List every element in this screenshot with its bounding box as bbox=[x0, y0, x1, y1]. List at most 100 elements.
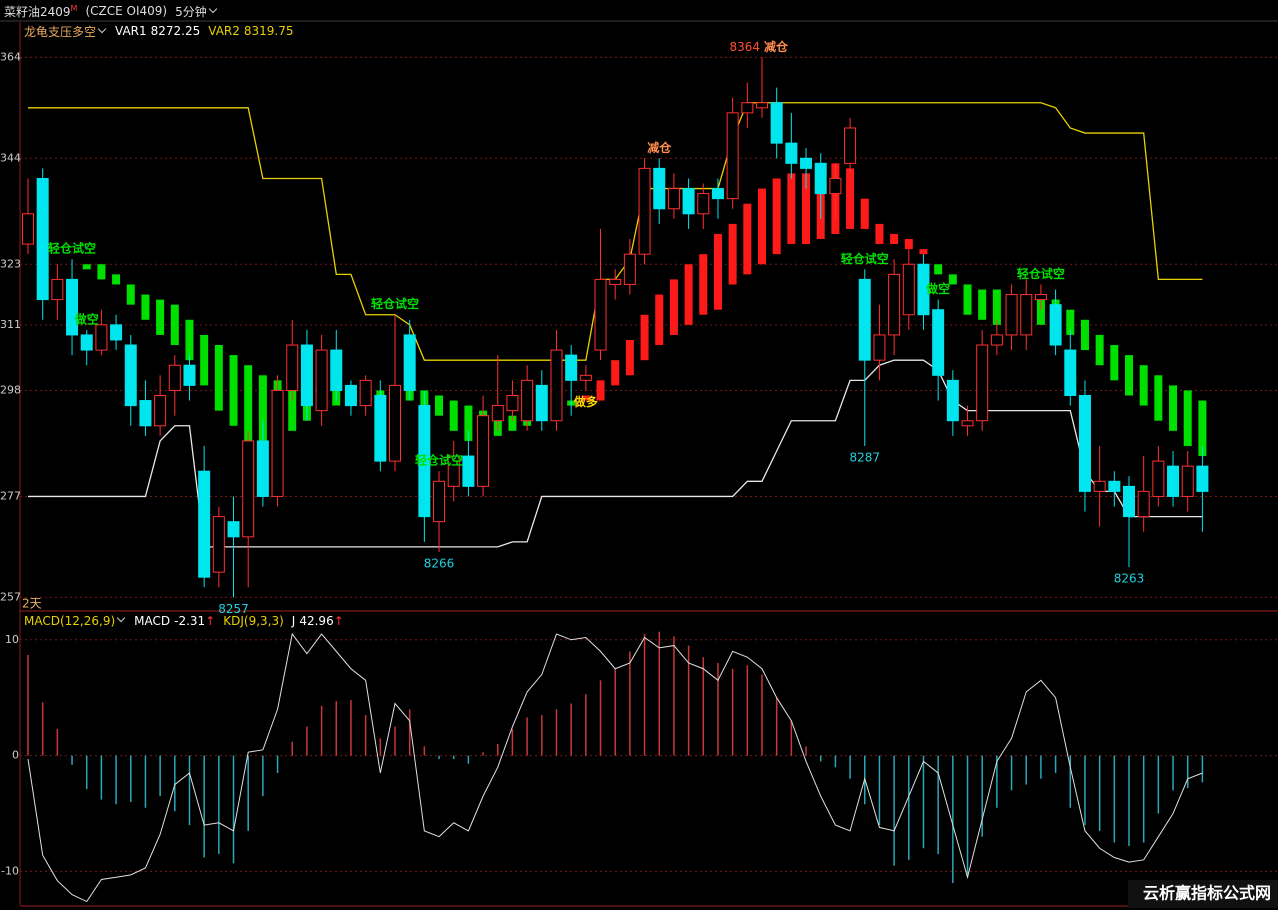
signal-bar bbox=[435, 395, 444, 416]
candle-body bbox=[1064, 349, 1077, 396]
symbol-name: 菜籽油2409 bbox=[4, 4, 71, 19]
candle-body bbox=[51, 278, 64, 301]
chevron[interactable] bbox=[116, 613, 126, 623]
signal-bar bbox=[787, 173, 796, 245]
macd-bar bbox=[702, 657, 705, 756]
signal-bar bbox=[846, 168, 855, 229]
macd-bar bbox=[878, 755, 881, 826]
macd-bar bbox=[452, 755, 455, 760]
macd-bar bbox=[232, 755, 235, 864]
signal-bar bbox=[464, 405, 473, 441]
macd-bar bbox=[819, 755, 822, 762]
candle-body bbox=[198, 470, 211, 578]
period-select[interactable]: 5分钟 bbox=[175, 3, 218, 20]
macd-bar bbox=[585, 694, 587, 756]
candle-body bbox=[902, 263, 915, 316]
signal-bar bbox=[288, 380, 297, 431]
macd-bar bbox=[408, 709, 411, 756]
chevron[interactable] bbox=[97, 24, 107, 33]
candle-body bbox=[447, 455, 460, 487]
macd-bar bbox=[467, 755, 470, 764]
signal-label: 轻仓试空 bbox=[48, 241, 96, 256]
signal-bar bbox=[904, 239, 913, 250]
candle-body bbox=[521, 379, 534, 422]
y-tick-label: 0 bbox=[12, 749, 19, 762]
macd-bar bbox=[144, 755, 147, 808]
readout-value: 8319.75 bbox=[243, 24, 294, 38]
signal-bar bbox=[1080, 319, 1089, 351]
candle-body bbox=[961, 420, 974, 427]
signal-label: 做空 bbox=[74, 311, 99, 326]
macd-bar bbox=[658, 631, 660, 756]
macd-bar bbox=[981, 755, 983, 837]
y-tick-label: 311 bbox=[0, 318, 21, 331]
macd-bar bbox=[643, 634, 646, 756]
signal-bar bbox=[728, 223, 737, 285]
signal-bar bbox=[860, 198, 869, 229]
candle-body bbox=[183, 364, 196, 386]
candle-body bbox=[477, 415, 490, 487]
signal-bar bbox=[170, 304, 179, 346]
signal-bar bbox=[963, 284, 972, 315]
macd-bar bbox=[731, 668, 734, 756]
signal-label: 轻仓试空 bbox=[371, 296, 419, 311]
macd-bar bbox=[85, 755, 88, 790]
readout-value: -2.31 bbox=[174, 614, 206, 628]
y-tick-label: 323 bbox=[0, 257, 21, 270]
macd-title[interactable]: MACD(12,26,9) bbox=[24, 614, 116, 628]
macd-line bbox=[27, 632, 1203, 903]
readout-name: KDJ(9,3,3) bbox=[223, 614, 284, 628]
signal-bar bbox=[97, 264, 106, 280]
macd-bar bbox=[761, 674, 763, 756]
candle-body bbox=[697, 193, 710, 215]
signal-bar bbox=[1036, 299, 1045, 325]
y-tick-label: 364 bbox=[0, 50, 21, 63]
candle-body bbox=[462, 455, 475, 487]
candle-body bbox=[22, 213, 34, 245]
signal-bar bbox=[596, 380, 605, 401]
candle-body bbox=[844, 127, 857, 164]
signal-bar bbox=[640, 314, 649, 361]
macd-bar bbox=[130, 755, 132, 802]
candle-body bbox=[330, 349, 343, 391]
macd-bar bbox=[71, 755, 73, 765]
macd-bar bbox=[541, 715, 543, 756]
macd-bar bbox=[262, 755, 264, 797]
signal-bar bbox=[934, 264, 943, 275]
macd-bar bbox=[908, 755, 910, 860]
signal-bar bbox=[713, 233, 722, 310]
signal-bar bbox=[1198, 400, 1207, 457]
candle-body bbox=[300, 344, 313, 407]
macd-select[interactable]: MACD(12,26,9) bbox=[24, 613, 126, 628]
candle-body bbox=[124, 344, 137, 407]
signal-bar bbox=[258, 375, 267, 441]
signal-bar bbox=[214, 345, 223, 411]
macd-bar bbox=[629, 651, 631, 756]
macd-bar bbox=[1098, 755, 1101, 831]
macd-bar bbox=[1157, 755, 1160, 814]
macd-bar bbox=[1113, 755, 1116, 843]
readout-name: MACD bbox=[134, 614, 171, 628]
candle-body bbox=[873, 334, 886, 361]
candle-body bbox=[36, 177, 49, 301]
indicator-select[interactable]: 龙龟支压多空 bbox=[24, 23, 107, 40]
macd-bar bbox=[893, 755, 895, 866]
candle-body bbox=[1123, 485, 1135, 518]
extreme-note: 减仓 bbox=[764, 39, 789, 54]
chevron[interactable] bbox=[208, 4, 217, 13]
candle-body bbox=[154, 394, 167, 427]
indicator-name[interactable]: 龙龟支压多空 bbox=[24, 24, 97, 39]
period[interactable]: 5分钟 bbox=[175, 4, 207, 19]
extreme-label: 8263 bbox=[1114, 572, 1145, 586]
candle-body bbox=[814, 162, 827, 195]
signal-bar bbox=[200, 334, 209, 386]
macd-bar bbox=[1069, 755, 1072, 808]
y-tick-label: -10 bbox=[1, 864, 19, 877]
candle-body bbox=[168, 364, 181, 391]
macd-bar bbox=[570, 703, 572, 756]
candle-body bbox=[565, 354, 578, 381]
y-tick-label: 257 bbox=[0, 590, 21, 603]
readout-arrow: ↑ bbox=[205, 614, 216, 628]
signal-bar bbox=[1125, 355, 1133, 396]
candle-body bbox=[1005, 294, 1018, 336]
